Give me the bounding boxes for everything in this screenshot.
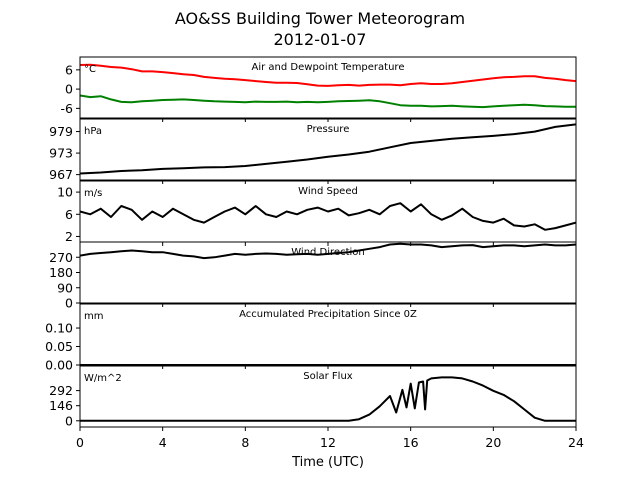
y-tick-label: 979 (49, 124, 73, 139)
y-tick-label: 270 (49, 250, 73, 265)
y-tick-label: 0 (65, 296, 73, 311)
x-tick-label: 24 (568, 435, 584, 450)
panel-unit-label: °C (84, 64, 96, 75)
series-line-1-0 (80, 123, 576, 175)
x-axis-label: Time (UTC) (291, 455, 364, 470)
series-line-3-0 (80, 242, 576, 260)
chart-subtitle: 2012-01-07 (274, 30, 367, 49)
y-tick-label: 2 (65, 229, 73, 244)
series-line-2-0 (80, 202, 576, 231)
y-tick-label: 967 (49, 167, 73, 182)
y-tick-label: 0 (65, 82, 73, 97)
x-tick-label: 8 (241, 435, 249, 450)
x-tick-label: 12 (320, 435, 336, 450)
y-tick-label: 180 (49, 265, 73, 280)
y-tick-label: 0.05 (45, 339, 73, 354)
panel-4: 0.10 0.05 0.00 Accumulated Precipitation Si… (45, 303, 577, 373)
y-tick-label: 0 (65, 413, 73, 428)
panel-title: Wind Speed (298, 186, 358, 197)
chart-title: AO&SS Building Tower Meteorogram (175, 9, 465, 28)
y-tick-label: 0.10 (45, 321, 73, 336)
y-tick-label: 90 (57, 280, 73, 295)
panel-unit-label: W/m^2 (84, 373, 122, 384)
y-tick-label: -6 (61, 101, 74, 116)
panel-unit-label: hPa (84, 126, 102, 137)
panel-title: Wind Direction (291, 247, 365, 258)
y-tick-label: 6 (65, 62, 73, 77)
series-line-0-1 (80, 94, 576, 109)
series-line-5-0 (80, 376, 576, 422)
panel-title: Accumulated Precipitation Since 0Z (239, 309, 417, 320)
y-tick-label: 292 (49, 383, 73, 398)
x-tick-label: 16 (403, 435, 419, 450)
panel-1: 979 973 967 Pressure hPa (49, 118, 577, 184)
panel-unit-label: m/s (84, 188, 102, 199)
x-tick-label: 20 (485, 435, 501, 450)
y-tick-label: 0.00 (45, 358, 73, 373)
panel-title: Air and Dewpoint Temperature (252, 62, 405, 73)
y-tick-label: 146 (49, 398, 73, 413)
x-tick-label: 0 (76, 435, 84, 450)
x-tick-label: 4 (159, 435, 167, 450)
panel-title: Pressure (307, 124, 350, 135)
y-tick-label: 6 (65, 207, 73, 222)
panels-group: 6 0 -6 Air and Dewpoint Temperature °C 979 973… (45, 56, 584, 450)
panel-unit-label: mm (84, 311, 103, 322)
panel-title: Solar Flux (303, 371, 353, 382)
y-tick-label: 973 (49, 146, 73, 161)
y-tick-label: 10 (57, 185, 73, 200)
series-line-0-0 (80, 63, 576, 87)
panel-0: 6 0 -6 Air and Dewpoint Temperature °C (61, 56, 577, 122)
